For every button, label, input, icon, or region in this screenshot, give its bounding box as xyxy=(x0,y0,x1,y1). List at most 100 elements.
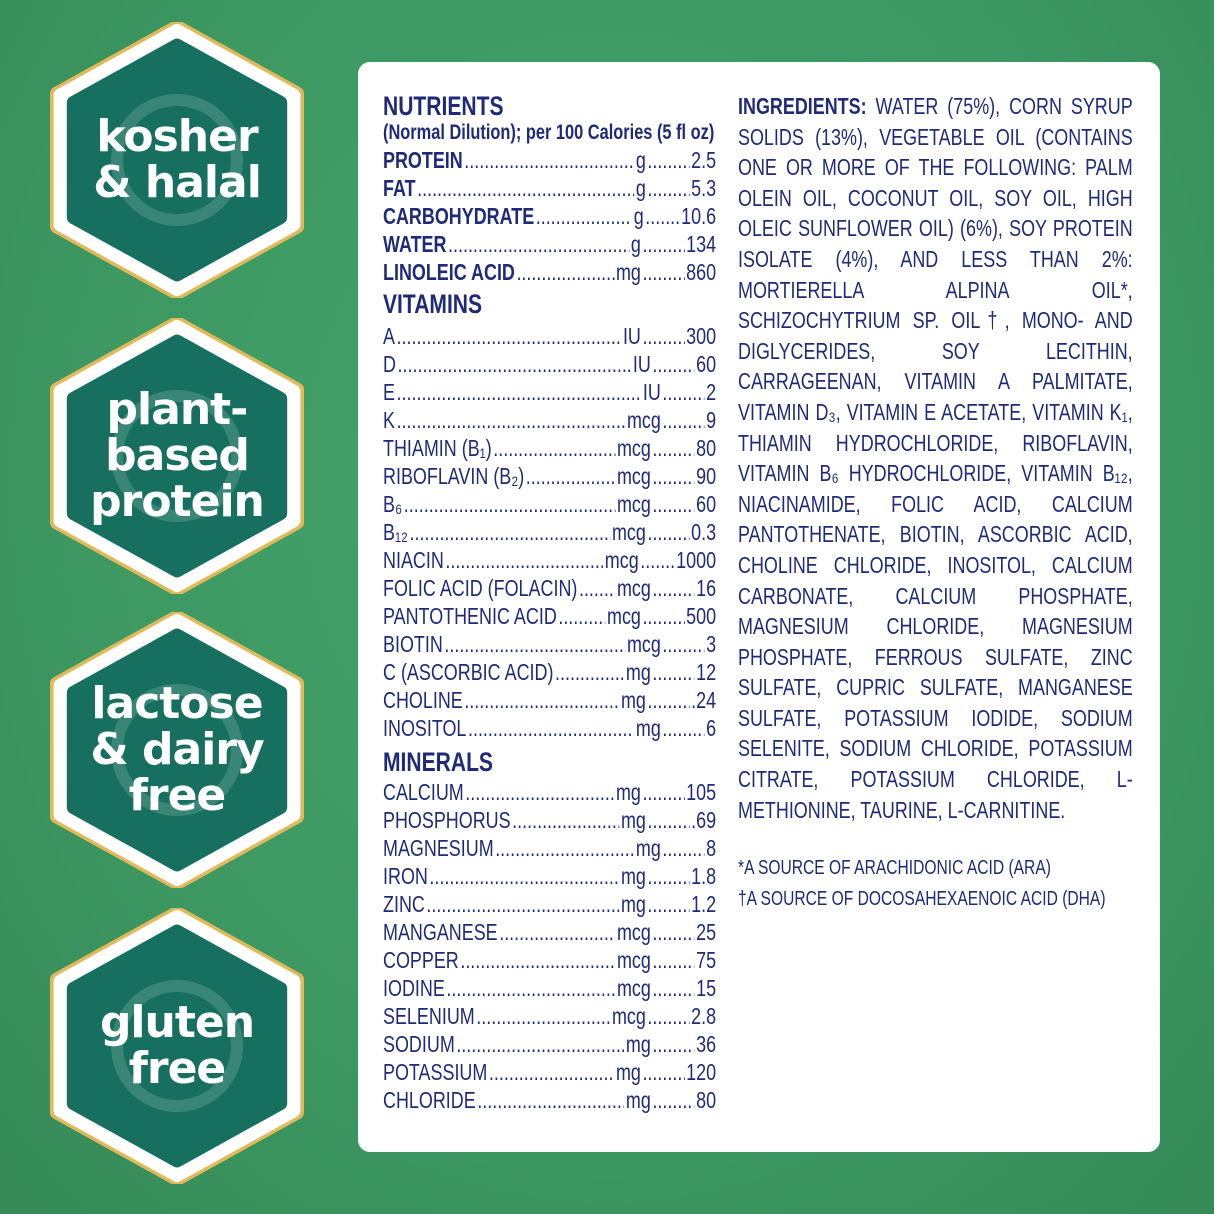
nutrient-name: MANGANESE xyxy=(383,919,498,945)
badge-3: gluten free xyxy=(50,908,304,1184)
nutrient-unit: mg xyxy=(620,807,646,833)
badge-label: gluten free xyxy=(50,908,304,1184)
nutrient-name: SODIUM xyxy=(383,1031,455,1057)
nutrient-name: CHOLINE xyxy=(383,687,463,713)
nutrient-unit: mcg xyxy=(616,919,651,945)
nutrient-name: B₆ xyxy=(383,491,403,517)
nutrient-unit: mcg xyxy=(616,575,651,601)
dot-leader xyxy=(404,490,616,518)
dot-leader xyxy=(397,322,622,350)
dot-leader xyxy=(465,778,614,806)
nutrient-value: 36 xyxy=(696,1031,717,1057)
nutrient-value: 860 xyxy=(686,259,717,285)
dot-leader xyxy=(647,146,689,174)
nutrient-row: WATER g 134 xyxy=(383,230,716,258)
footnotes: *A SOURCE OF ARACHIDONIC ACID (ARA) †A S… xyxy=(738,853,1133,915)
nutrient-row: CALCIUM mg 105 xyxy=(383,778,716,806)
nutrient-unit: mcg xyxy=(604,547,639,573)
nutrient-row: B₆ mcg 60 xyxy=(383,490,716,518)
nutrient-name: PHOSPHORUS xyxy=(383,807,511,833)
nutrient-row: PANTOTHENIC ACID mcg 500 xyxy=(383,602,716,630)
nutrient-name: IODINE xyxy=(383,975,445,1001)
nutrient-unit: mg xyxy=(635,835,661,861)
nutrient-name: NIACIN xyxy=(383,547,444,573)
nutrient-name: SELENIUM xyxy=(383,1003,475,1029)
nutrient-name: E xyxy=(383,379,395,405)
nutrient-value: 6 xyxy=(706,715,717,741)
dot-leader xyxy=(417,174,634,202)
dot-leader xyxy=(426,890,619,918)
nutrient-unit: mcg xyxy=(616,975,651,1001)
dot-leader xyxy=(397,378,642,406)
dot-leader xyxy=(444,630,625,658)
nutrient-name: C (ASCORBIC ACID) xyxy=(383,659,554,685)
nutrient-row: E IU 2 xyxy=(383,378,716,406)
badge-line: & dairy xyxy=(90,724,264,775)
nutrient-value: .24 xyxy=(691,687,717,713)
dot-leader xyxy=(448,230,629,258)
dot-leader xyxy=(468,714,634,742)
dot-leader xyxy=(526,462,616,490)
nutrient-row: MAGNESIUM mg 8 xyxy=(383,834,716,862)
nutrient-name: PANTOTHENIC ACID xyxy=(383,603,557,629)
badge-0: kosher & halal xyxy=(50,22,304,298)
nutrient-unit: g xyxy=(630,231,641,257)
dot-leader xyxy=(398,350,632,378)
dot-leader xyxy=(652,1086,694,1114)
dot-leader xyxy=(397,406,626,434)
nutrient-row: Kmcg 9 xyxy=(383,406,716,434)
nutrient-value: 1000 xyxy=(676,547,717,573)
dot-leader xyxy=(512,806,619,834)
nutrient-unit: mg xyxy=(635,715,661,741)
dot-leader xyxy=(516,258,614,286)
nutrient-name: RIBOFLAVIN (B₂) xyxy=(383,463,525,489)
badge-line: gluten xyxy=(99,997,255,1048)
dot-leader xyxy=(640,546,674,574)
nutrient-value: 60 xyxy=(696,491,717,517)
dot-leader xyxy=(429,862,619,890)
badge-2: lactose & dairy free xyxy=(50,612,304,888)
dot-leader xyxy=(642,230,684,258)
nutrient-unit: g xyxy=(635,147,646,173)
nutrient-unit: IU xyxy=(632,351,651,377)
nutrient-name: B₁₂ xyxy=(383,519,408,545)
nutrient-row: PHOSPHORUS mg .69 xyxy=(383,806,716,834)
nutrient-name: COPPER xyxy=(383,947,459,973)
nutrient-name: THIAMIN (B₁) xyxy=(383,435,492,461)
badge-line: free xyxy=(128,1043,227,1094)
nutrient-value: 8 xyxy=(706,835,717,861)
footnote-ara: *A SOURCE OF ARACHIDONIC ACID (ARA) xyxy=(738,857,1051,880)
nutrient-table: NUTRIENTS (Normal Dilution); per 100 Cal… xyxy=(383,92,716,1114)
dot-leader xyxy=(456,1030,624,1058)
nutrient-name: A xyxy=(383,323,395,349)
nutrient-row: INOSITOL mg 6 xyxy=(383,714,716,742)
nutrients-subtitle: (Normal Dilution); per 100 Calories (5 f… xyxy=(383,121,715,144)
dot-leader xyxy=(662,834,704,862)
no-milk-icon xyxy=(50,612,304,888)
nutrient-value: 1.2 xyxy=(691,891,717,917)
nutrient-name: MAGNESIUM xyxy=(383,835,494,861)
nutrient-row: POTASSIUM mg 120 xyxy=(383,1058,716,1086)
nutrient-name: D xyxy=(383,351,396,377)
dot-leader xyxy=(558,602,605,630)
nutrient-name: FAT xyxy=(383,175,416,201)
dot-leader xyxy=(446,974,615,1002)
nutrient-row: CARBOHYDRATE g 10.6 xyxy=(383,202,716,230)
dot-leader xyxy=(647,862,689,890)
nutrient-value: 9 xyxy=(706,407,717,433)
dot-leader xyxy=(647,1002,689,1030)
badge-label: plant-based protein xyxy=(50,318,304,594)
nutrient-unit: mg xyxy=(615,259,641,285)
badge-line: protein xyxy=(90,476,265,527)
nutrient-value: 80 xyxy=(696,1087,717,1113)
nutrient-value: .69 xyxy=(691,807,717,833)
nutrient-unit: IU xyxy=(642,379,661,405)
nutrient-row: PROTEIN g 2.5 xyxy=(383,146,716,174)
dot-leader xyxy=(647,174,689,202)
dot-leader xyxy=(652,574,694,602)
fork-spoon-icon xyxy=(50,22,304,298)
nutrient-row: SODIUM mg 36 xyxy=(383,1030,716,1058)
badge-label: lactose & dairy free xyxy=(50,612,304,888)
vitamins-list: AIU300DIU60EIU2Kmcg9THIAMIN (B₁)mcg80RIB… xyxy=(383,322,716,742)
dot-leader xyxy=(647,806,689,834)
